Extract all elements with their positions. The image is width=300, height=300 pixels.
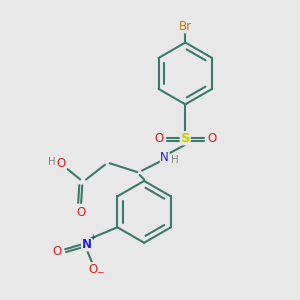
Text: +: + — [89, 233, 95, 242]
Text: O: O — [207, 132, 217, 145]
Text: O: O — [88, 263, 97, 276]
Text: H: H — [171, 155, 179, 165]
Text: N: N — [82, 238, 92, 251]
Text: −: − — [96, 267, 104, 276]
Text: H: H — [48, 157, 56, 167]
Text: O: O — [154, 132, 164, 145]
Text: S: S — [181, 132, 190, 145]
Text: O: O — [56, 157, 66, 170]
Text: Br: Br — [179, 20, 192, 33]
Text: N: N — [160, 151, 169, 164]
Text: O: O — [76, 206, 86, 219]
Text: O: O — [52, 245, 62, 258]
